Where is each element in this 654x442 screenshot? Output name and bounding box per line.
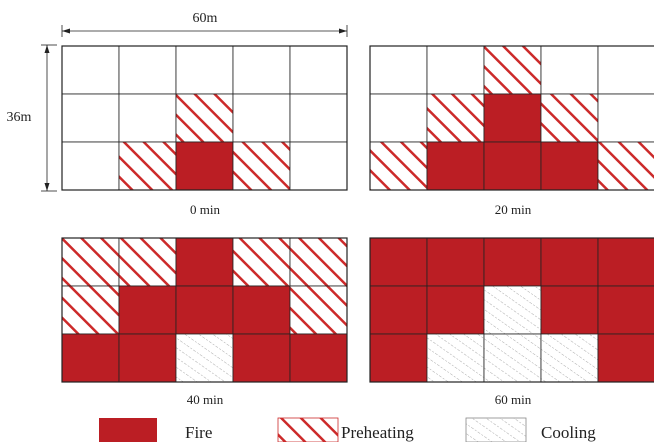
legend-item-preheating: Preheating <box>277 417 414 442</box>
cell-preheating-r1-c4 <box>232 237 291 287</box>
cell-empty-r1-c5 <box>597 45 654 95</box>
cell-preheating-r3-c1 <box>369 141 428 191</box>
cell-preheating-r3-c5 <box>597 141 654 191</box>
cell-fire-r3-c1 <box>369 333 428 383</box>
cell-fire-r1-c2 <box>426 237 485 287</box>
cell-preheating-r2-c4 <box>540 93 599 143</box>
panel-time-label: 60 min <box>495 392 532 407</box>
cell-cooling-r3-c2 <box>426 333 485 383</box>
cell-empty-r1-c1 <box>369 45 428 95</box>
legend-swatch-preheating <box>277 417 339 442</box>
legend-label-cooling: Cooling <box>541 423 596 442</box>
cell-cooling-r3-c3 <box>483 333 542 383</box>
cell-fire-r3-c2 <box>426 141 485 191</box>
legend-item-cooling: Cooling <box>465 417 596 442</box>
cell-fire-r2-c4 <box>232 285 291 335</box>
cell-preheating-r1-c1 <box>61 237 120 287</box>
cell-preheating-r3-c4 <box>232 141 291 191</box>
cell-fire-r2-c3 <box>483 93 542 143</box>
cell-fire-r1-c4 <box>540 237 599 287</box>
legend: Fire Preheating Cooling <box>99 417 596 442</box>
legend-swatch-cooling <box>465 417 527 442</box>
cell-preheating-r2-c1 <box>61 285 120 335</box>
panel-40-min: 40 min <box>61 237 348 407</box>
cell-fire-r1-c5 <box>597 237 654 287</box>
legend-swatch-fire <box>99 418 157 442</box>
cell-preheating-r2-c3 <box>175 93 234 143</box>
cell-empty-r1-c4 <box>232 45 291 95</box>
height-dimension-arrow-top <box>44 45 50 53</box>
panel-border <box>369 45 654 191</box>
cell-empty-r2-c4 <box>232 93 291 143</box>
cell-fire-r3-c2 <box>118 333 177 383</box>
cell-preheating-r3-c2 <box>118 141 177 191</box>
cell-fire-r2-c4 <box>540 285 599 335</box>
cell-empty-r2-c1 <box>369 93 428 143</box>
cell-preheating-r1-c2 <box>118 237 177 287</box>
cell-empty-r3-c5 <box>289 141 348 191</box>
panel-time-label: 20 min <box>495 202 532 217</box>
panel-60-min: 60 min <box>369 237 654 407</box>
cell-fire-r1-c3 <box>483 237 542 287</box>
width-dimension-arrow-right <box>339 28 347 34</box>
width-dimension: 60m <box>61 11 348 37</box>
cell-preheating-r2-c5 <box>289 285 348 335</box>
panel-time-label: 40 min <box>187 392 224 407</box>
cell-fire-r2-c5 <box>597 285 654 335</box>
cell-empty-r1-c1 <box>61 45 120 95</box>
cell-fire-r1-c3 <box>175 237 234 287</box>
width-dimension-label: 60m <box>193 11 218 26</box>
cell-fire-r2-c3 <box>175 285 234 335</box>
height-dimension-arrow-bottom <box>44 183 50 191</box>
panel-time-label: 0 min <box>190 202 220 217</box>
cell-preheating-r1-c5 <box>289 237 348 287</box>
cell-empty-r2-c5 <box>597 93 654 143</box>
cell-preheating-r1-c3 <box>483 45 542 95</box>
cell-empty-r2-c5 <box>289 93 348 143</box>
width-dimension-arrow-left <box>62 28 70 34</box>
cell-empty-r1-c5 <box>289 45 348 95</box>
cell-empty-r1-c2 <box>426 45 485 95</box>
cell-fire-r3-c4 <box>540 141 599 191</box>
height-dimension-label: 36m <box>7 110 32 125</box>
panel-border <box>61 237 348 383</box>
panel-border <box>61 45 348 191</box>
cell-empty-r1-c4 <box>540 45 599 95</box>
cell-preheating-r2-c2 <box>426 93 485 143</box>
cell-empty-r1-c3 <box>175 45 234 95</box>
cell-fire-r2-c2 <box>426 285 485 335</box>
height-dimension: 36m <box>7 44 57 192</box>
cell-fire-r2-c2 <box>118 285 177 335</box>
cell-fire-r3-c1 <box>61 333 120 383</box>
panel-border <box>369 237 654 383</box>
cell-fire-r3-c3 <box>175 141 234 191</box>
cell-fire-r3-c5 <box>289 333 348 383</box>
legend-label-fire: Fire <box>185 423 212 442</box>
cell-cooling-r3-c4 <box>540 333 599 383</box>
cell-empty-r2-c2 <box>118 93 177 143</box>
cell-empty-r3-c1 <box>61 141 120 191</box>
cell-empty-r1-c2 <box>118 45 177 95</box>
panel-0-min: 0 min <box>61 45 348 217</box>
cell-fire-r3-c4 <box>232 333 291 383</box>
panel-20-min: 20 min <box>369 45 654 217</box>
cell-fire-r3-c3 <box>483 141 542 191</box>
cell-fire-r1-c1 <box>369 237 428 287</box>
legend-label-preheating: Preheating <box>341 423 414 442</box>
cell-empty-r2-c1 <box>61 93 120 143</box>
cell-fire-r2-c1 <box>369 285 428 335</box>
cell-cooling-r2-c3 <box>483 285 542 335</box>
legend-item-fire: Fire <box>99 418 212 442</box>
cell-cooling-r3-c3 <box>175 333 234 383</box>
cell-fire-r3-c5 <box>597 333 654 383</box>
